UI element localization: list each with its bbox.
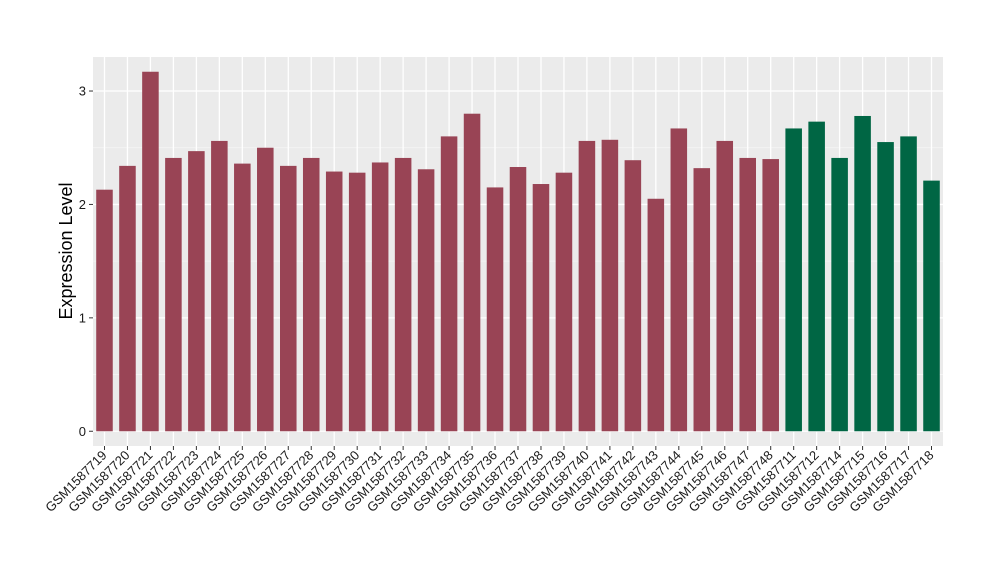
y-tick-label: 3 <box>79 84 86 99</box>
bar <box>877 142 894 432</box>
bar <box>280 165 297 432</box>
bar <box>854 115 871 432</box>
bar <box>165 157 182 432</box>
bar <box>762 159 779 432</box>
bar <box>900 136 917 432</box>
bar <box>486 187 504 432</box>
bar <box>325 171 343 432</box>
bar <box>394 157 412 432</box>
bar <box>463 113 481 432</box>
bar <box>188 151 205 432</box>
bar <box>119 165 136 432</box>
y-axis-title: Expression Level <box>56 182 76 319</box>
bars-group <box>96 71 940 432</box>
bar <box>234 163 251 432</box>
bar <box>348 172 366 432</box>
bar <box>923 180 940 432</box>
bar <box>601 139 619 432</box>
bar <box>670 128 688 432</box>
bar <box>785 128 802 432</box>
bar <box>417 169 435 432</box>
y-tick-label: 2 <box>79 197 86 212</box>
bar <box>257 147 274 432</box>
bar <box>739 157 756 432</box>
bar <box>440 136 458 432</box>
bar <box>302 157 320 432</box>
x-axis: GSM1587719GSM1587720GSM1587721GSM1587722… <box>42 446 937 515</box>
bar <box>624 160 642 432</box>
bar <box>371 162 389 432</box>
y-tick-label: 1 <box>79 310 86 325</box>
bar <box>509 167 527 432</box>
bar <box>142 71 159 432</box>
bar <box>555 172 573 432</box>
y-axis: 0 1 2 3 <box>79 84 93 439</box>
bar <box>532 184 550 432</box>
bar <box>831 157 848 432</box>
bar <box>578 140 596 432</box>
bar <box>716 140 734 432</box>
bar <box>693 168 711 432</box>
bar <box>808 121 825 432</box>
bar <box>647 198 665 432</box>
bar <box>211 140 228 432</box>
y-tick-label: 0 <box>79 424 86 439</box>
bar <box>96 189 113 432</box>
